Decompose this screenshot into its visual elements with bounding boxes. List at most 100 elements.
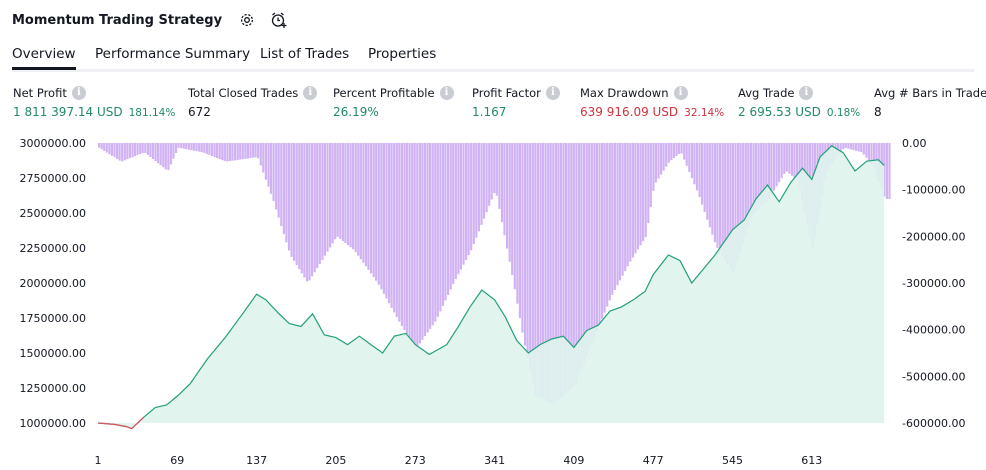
drawdown-bar (644, 143, 647, 238)
drawdown-bar (467, 143, 470, 256)
drawdown-bar (629, 143, 632, 262)
drawdown-bar (513, 143, 516, 290)
drawdown-bar (465, 143, 468, 260)
drawdown-bar (216, 143, 219, 158)
x-axis: 1 69 137 205 273 341 409 477 545 613 (95, 454, 823, 467)
tab-properties[interactable]: Properties (368, 46, 437, 62)
equity-drawdown-chart[interactable]: 3000000.00 2750000.00 2500000.00 2250000.00… (0, 128, 986, 470)
drawdown-bar (126, 143, 129, 160)
drawdown-bar (223, 143, 226, 162)
equity-area-fill (98, 145, 885, 429)
drawdown-bar (377, 143, 380, 285)
drawdown-bar (698, 143, 701, 198)
drawdown-bar (500, 143, 504, 223)
drawdown-bar (108, 143, 111, 155)
drawdown-bar (657, 143, 660, 179)
drawdown-bar (203, 143, 206, 153)
drawdown-bar (241, 143, 244, 160)
drawdown-bar (493, 143, 496, 194)
drawdown-bar (490, 143, 493, 200)
metric-label: Net Profit (13, 86, 67, 100)
drawdown-bar (441, 143, 445, 306)
drawdown-bar (403, 143, 406, 330)
drawdown-bar (852, 143, 855, 151)
drawdown-bar (608, 143, 611, 301)
drawdown-bar (652, 143, 655, 191)
drawdown-bar (395, 143, 398, 317)
drawdown-bar (762, 143, 765, 205)
drawdown-bar (498, 143, 501, 209)
y-right-tick-label: -500000.00 (902, 370, 965, 383)
drawdown-bar (716, 143, 719, 248)
drawdown-bar (524, 143, 527, 346)
metric-value: 672 (188, 105, 211, 119)
drawdown-bar (660, 143, 663, 175)
drawdown-bar (752, 143, 755, 216)
info-icon[interactable]: i (71, 86, 86, 100)
alarm-clock-add-icon[interactable] (270, 11, 288, 29)
drawdown-bar (326, 143, 329, 252)
info-icon[interactable]: i (303, 86, 318, 100)
drawdown-bar (521, 143, 524, 333)
drawdown-bar (287, 143, 291, 251)
drawdown-bar (308, 143, 311, 281)
drawdown-bar (244, 143, 247, 159)
drawdown-bar (454, 143, 457, 280)
y-left-tick-label: 2750000.00 (20, 172, 86, 185)
metric-label: Avg Trade (738, 86, 795, 100)
metric-value: 1.167 (472, 105, 507, 119)
drawdown-bar (393, 143, 396, 313)
info-icon[interactable]: i (673, 86, 688, 100)
metric-label: Percent Profitable (333, 86, 435, 100)
tab-list-of-trades[interactable]: List of Trades (260, 46, 350, 62)
drawdown-bar (249, 143, 252, 159)
drawdown-bar (408, 143, 411, 338)
drawdown-bar (595, 143, 598, 332)
drawdown-bar (462, 143, 465, 265)
drawdown-bar (416, 143, 419, 347)
drawdown-bar (570, 143, 573, 389)
drawdown-bar (149, 143, 152, 157)
drawdown-bar (757, 143, 760, 210)
drawdown-bar (285, 143, 288, 243)
info-icon[interactable]: i (545, 86, 560, 100)
drawdown-bar (849, 143, 853, 150)
drawdown-bar (177, 143, 180, 148)
drawdown-bar (136, 143, 139, 156)
tab-overview[interactable]: Overview (12, 43, 76, 70)
drawdown-bar (275, 143, 278, 210)
drawdown-bar (254, 143, 257, 158)
drawdown-bar (423, 143, 427, 337)
drawdown-bar (503, 143, 506, 236)
drawdown-bar (180, 143, 183, 149)
drawdown-bar (364, 143, 368, 267)
drawdown-bar (626, 143, 629, 267)
drawdown-bar (726, 143, 729, 265)
drawdown-bar (105, 143, 108, 153)
drawdown-bar (672, 143, 675, 159)
tab-performance-summary[interactable]: Performance Summary (95, 46, 251, 62)
drawdown-bar (477, 143, 480, 232)
drawdown-bar (110, 143, 113, 156)
tab-bar: Overview Performance Summary List of Tra… (12, 43, 974, 72)
x-tick-label: 137 (246, 454, 267, 467)
gear-icon[interactable] (238, 11, 256, 29)
drawdown-bar (226, 143, 229, 162)
drawdown-bar (303, 143, 306, 278)
drawdown-bar (685, 143, 688, 166)
metric-label: Max Drawdown (580, 86, 669, 100)
drawdown-bar (262, 143, 265, 173)
drawdown-bar (536, 143, 539, 397)
metric-percent: 32.14% (684, 107, 725, 119)
drawdown-bar (175, 143, 178, 153)
drawdown-bar (231, 143, 234, 161)
y-right-tick-label: -600000.00 (902, 417, 965, 430)
drawdown-bar (572, 143, 575, 387)
info-icon[interactable]: i (439, 86, 454, 100)
info-icon[interactable]: i (799, 86, 814, 100)
tab-bar-divider (12, 69, 974, 72)
x-tick-label: 545 (722, 454, 743, 467)
drawdown-bar (141, 143, 144, 154)
drawdown-bar (867, 143, 870, 161)
drawdown-bar (375, 143, 378, 281)
